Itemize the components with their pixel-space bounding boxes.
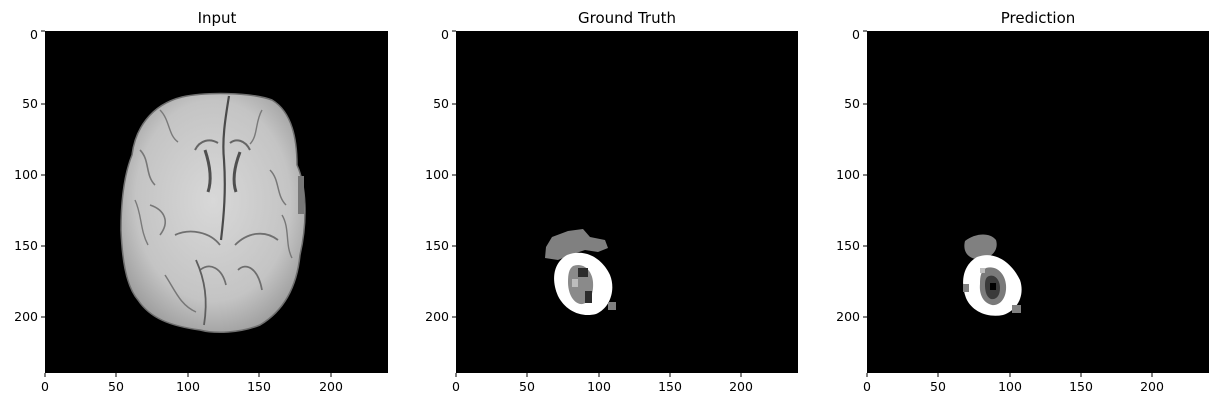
y-tick-label: 150 bbox=[14, 238, 38, 253]
x-tick-label: 50 bbox=[519, 379, 535, 394]
y-tick-label: 100 bbox=[425, 167, 449, 182]
mask-image-frame bbox=[456, 31, 798, 373]
panel-title: Input bbox=[198, 9, 237, 27]
x-tick-label: 200 bbox=[729, 379, 753, 394]
x-tick-label: 100 bbox=[998, 379, 1022, 394]
y-tick-label: 50 bbox=[844, 96, 860, 111]
y-axis: 0 50 100 150 200 bbox=[425, 27, 456, 324]
y-tick-label: 50 bbox=[22, 96, 38, 111]
x-tick-label: 0 bbox=[863, 379, 871, 394]
y-tick-label: 0 bbox=[852, 27, 860, 42]
x-tick-label: 100 bbox=[176, 379, 200, 394]
x-axis: 0 50 100 150 200 bbox=[41, 373, 343, 394]
x-tick-label: 150 bbox=[1069, 379, 1093, 394]
x-axis: 0 50 100 150 200 bbox=[863, 373, 1164, 394]
y-tick-label: 150 bbox=[425, 238, 449, 253]
x-tick-label: 0 bbox=[452, 379, 460, 394]
y-tick-label: 0 bbox=[441, 27, 449, 42]
x-tick-label: 200 bbox=[319, 379, 343, 394]
x-tick-label: 200 bbox=[1140, 379, 1164, 394]
y-tick-label: 150 bbox=[836, 238, 860, 253]
mask-image-frame bbox=[867, 31, 1209, 373]
panel-ground-truth: Ground Truth 0 50 100 150 200 bbox=[425, 9, 798, 394]
x-tick-label: 0 bbox=[41, 379, 49, 394]
y-tick-label: 100 bbox=[836, 167, 860, 182]
y-tick-label: 200 bbox=[425, 309, 449, 324]
x-tick-label: 150 bbox=[658, 379, 682, 394]
panel-prediction: Prediction 0 50 100 150 200 bbox=[836, 9, 1209, 394]
x-tick-label: 50 bbox=[108, 379, 124, 394]
y-axis: 0 50 100 150 200 bbox=[14, 27, 45, 324]
prediction-mask bbox=[963, 234, 1022, 316]
panel-input: Input bbox=[14, 9, 388, 394]
y-tick-label: 0 bbox=[30, 27, 38, 42]
y-tick-label: 200 bbox=[836, 309, 860, 324]
y-axis: 0 50 100 150 200 bbox=[836, 27, 867, 324]
x-tick-label: 100 bbox=[587, 379, 611, 394]
brain-mri-image bbox=[120, 92, 306, 334]
x-tick-label: 50 bbox=[930, 379, 946, 394]
panel-title: Prediction bbox=[1001, 9, 1076, 27]
ground-truth-mask bbox=[545, 229, 616, 316]
panel-title: Ground Truth bbox=[578, 9, 676, 27]
y-tick-label: 100 bbox=[14, 167, 38, 182]
y-tick-label: 200 bbox=[14, 309, 38, 324]
x-axis: 0 50 100 150 200 bbox=[452, 373, 753, 394]
x-tick-label: 150 bbox=[247, 379, 271, 394]
y-tick-label: 50 bbox=[433, 96, 449, 111]
